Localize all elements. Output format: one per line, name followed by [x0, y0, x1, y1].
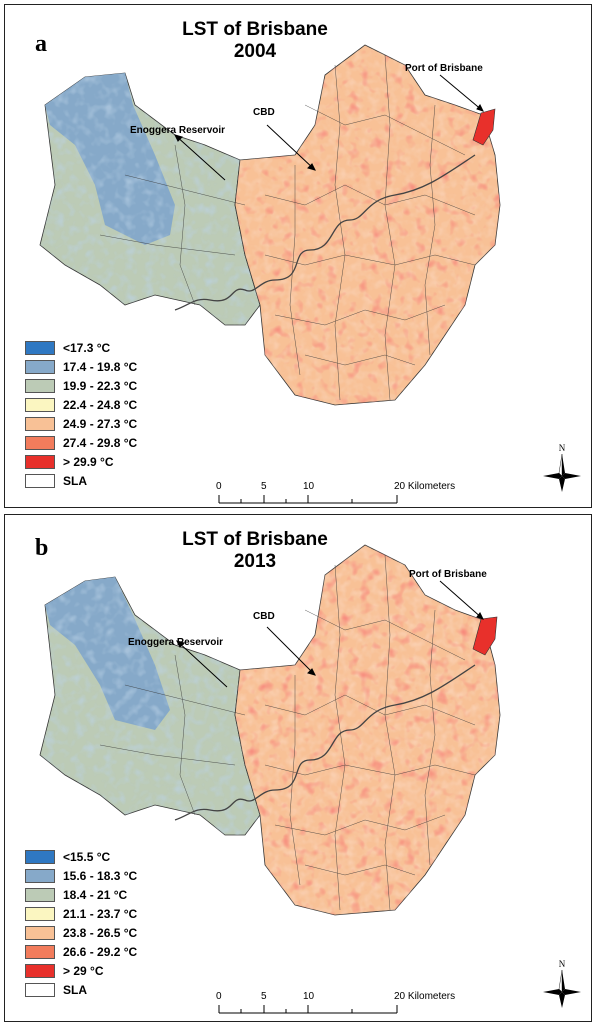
legend-item: 19.9 - 22.3 °C	[25, 376, 137, 395]
annotation-arrows	[176, 580, 484, 688]
legend-item: 22.4 - 24.8 °C	[25, 395, 137, 414]
brisbane-river	[174, 664, 476, 821]
legend-swatch	[25, 397, 55, 412]
scale-tick-label: 5	[261, 991, 267, 1002]
scale-tick-label: 5	[261, 481, 267, 492]
sla-boundaries	[99, 54, 476, 401]
port-area	[472, 616, 498, 656]
legend-label: <15.5 °C	[63, 849, 111, 864]
legend-label: 21.1 - 23.7 °C	[63, 906, 138, 921]
legend-item: <17.3 °C	[25, 338, 137, 357]
map-title: LST of Brisbane 2013	[145, 529, 365, 573]
scale-bar: 0 5 10 20 Kilometers	[211, 481, 471, 507]
legend-label: > 29 °C	[63, 963, 104, 978]
scale-line	[218, 495, 398, 504]
scale-tick-label: 10	[303, 991, 315, 1002]
legend-item: > 29 °C	[25, 961, 137, 980]
legend-swatch	[25, 849, 55, 864]
panel-letter: a	[35, 31, 47, 57]
legend-label: SLA	[63, 473, 87, 488]
legend-item: > 29.9 °C	[25, 452, 137, 471]
legend-item: SLA	[25, 471, 137, 490]
scale-tick-label: 20 Kilometers	[394, 991, 456, 1002]
lst-map-2004: Port of Brisbane CBD Enoggera Reservoir	[39, 44, 501, 406]
brisbane-river	[174, 154, 476, 311]
legend-swatch	[25, 378, 55, 393]
legend-item: SLA	[25, 980, 137, 999]
legend-swatch	[25, 982, 55, 997]
legend-item: 21.1 - 23.7 °C	[25, 904, 137, 923]
svg-text:N: N	[559, 443, 566, 453]
port-label: Port of Brisbane	[405, 63, 483, 74]
legend-label: SLA	[63, 982, 87, 997]
sla-boundaries	[99, 554, 476, 911]
map-title-line2: 2013	[233, 551, 277, 572]
legend-item: 15.6 - 18.3 °C	[25, 866, 137, 885]
reservoir-label: Enoggera Reservoir	[130, 125, 225, 136]
legend-item: 27.4 - 29.8 °C	[25, 433, 137, 452]
legend-label: 19.9 - 22.3 °C	[63, 378, 138, 393]
map-title-line2: 2004	[233, 41, 277, 62]
legend-label: <17.3 °C	[63, 340, 111, 355]
legend-label: > 29.9 °C	[63, 454, 114, 469]
scale-tick-label: 0	[216, 481, 222, 492]
legend-item: 26.6 - 29.2 °C	[25, 942, 137, 961]
legend-label: 24.9 - 27.3 °C	[63, 416, 138, 431]
legend-swatch	[25, 963, 55, 978]
legend-swatch	[25, 887, 55, 902]
map-title: LST of Brisbane 2004	[145, 19, 365, 63]
legend-label: 17.4 - 19.8 °C	[63, 359, 138, 374]
legend-swatch	[25, 454, 55, 469]
legend-label: 27.4 - 29.8 °C	[63, 435, 138, 450]
annotation-arrows	[174, 74, 484, 181]
legend-swatch	[25, 435, 55, 450]
legend-item: 24.9 - 27.3 °C	[25, 414, 137, 433]
north-arrow-icon: N	[543, 443, 581, 492]
legend-swatch	[25, 906, 55, 921]
legend-swatch	[25, 359, 55, 374]
lst-map-2013: Port of Brisbane CBD Enoggera Reservoir	[39, 544, 501, 916]
legend-label: 22.4 - 24.8 °C	[63, 397, 138, 412]
map-panel-2004: Port of Brisbane CBD Enoggera Reservoir …	[4, 4, 592, 508]
scale-bar: 0 5 10 20 Kilometers	[211, 991, 471, 1021]
port-label: Port of Brisbane	[409, 569, 487, 580]
scale-line	[218, 1005, 398, 1014]
scale-tick-label: 10	[303, 481, 315, 492]
map-title-line1: LST of Brisbane	[182, 19, 328, 40]
panel-letter: b	[35, 535, 49, 561]
legend-swatch	[25, 473, 55, 488]
legend-swatch	[25, 868, 55, 883]
legend-swatch	[25, 340, 55, 355]
legend-item: 23.8 - 26.5 °C	[25, 923, 137, 942]
north-arrow-icon: N	[543, 959, 581, 1008]
legend-item: 17.4 - 19.8 °C	[25, 357, 137, 376]
legend-swatch	[25, 925, 55, 940]
map-legend: <17.3 °C 17.4 - 19.8 °C 19.9 - 22.3 °C 2…	[25, 338, 137, 490]
legend-label: 18.4 - 21 °C	[63, 887, 128, 902]
map-legend: <15.5 °C 15.6 - 18.3 °C 18.4 - 21 °C 21.…	[25, 847, 137, 999]
scale-tick-label: 0	[216, 991, 222, 1002]
svg-text:N: N	[559, 959, 566, 969]
map-title-line1: LST of Brisbane	[182, 529, 328, 550]
cbd-label: CBD	[253, 107, 275, 118]
legend-item: <15.5 °C	[25, 847, 137, 866]
scale-tick-label: 20 Kilometers	[394, 481, 456, 492]
legend-swatch	[25, 944, 55, 959]
map-panel-2013: Port of Brisbane CBD Enoggera Reservoir …	[4, 514, 592, 1022]
legend-label: 15.6 - 18.3 °C	[63, 868, 138, 883]
port-area	[472, 108, 496, 146]
cbd-label: CBD	[253, 611, 275, 622]
legend-label: 26.6 - 29.2 °C	[63, 944, 138, 959]
reservoir-label: Enoggera Reservoir	[128, 637, 223, 648]
legend-item: 18.4 - 21 °C	[25, 885, 137, 904]
legend-label: 23.8 - 26.5 °C	[63, 925, 138, 940]
legend-swatch	[25, 416, 55, 431]
